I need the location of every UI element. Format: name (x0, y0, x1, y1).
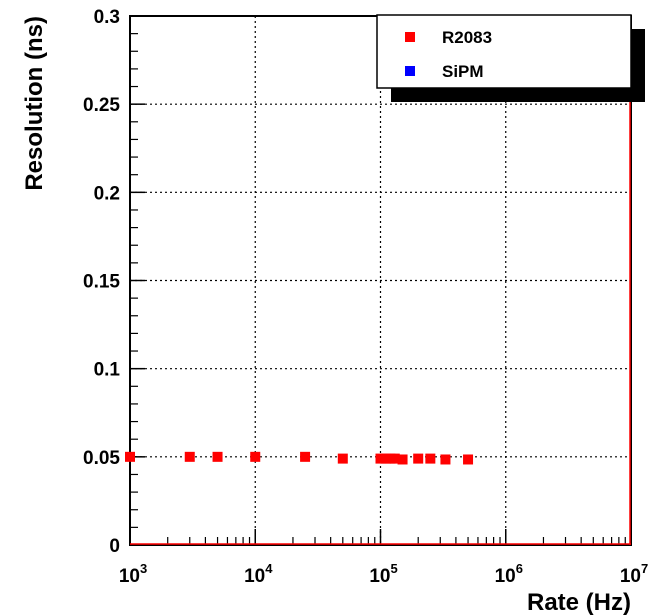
y-tick-label: 0.1 (94, 360, 121, 381)
data-point (397, 454, 408, 465)
y-tick-label: 0 (109, 536, 120, 557)
y-tick-label: 0.15 (83, 272, 120, 293)
legend-marker (405, 32, 415, 42)
data-point (463, 454, 474, 465)
data-point (440, 454, 451, 465)
tick-labels: 103 104 105 106 107 0 0.05 0.1 0.15 0.2 0.25 0.3 (83, 7, 648, 587)
data-point (413, 453, 424, 464)
legend: R2083 SiPM (376, 14, 645, 102)
legend-marker (405, 66, 415, 76)
data-point (250, 451, 261, 462)
x-tick-label: 106 (495, 561, 523, 587)
x-axis-title: Rate (Hz) (527, 589, 631, 615)
x-tick-label: 103 (119, 561, 147, 587)
x-tick-label: 104 (244, 561, 273, 587)
data-point (300, 451, 311, 462)
data-point (125, 451, 135, 462)
data-point (184, 451, 195, 462)
y-tick-label: 0.05 (83, 448, 120, 469)
legend-entries: R2083 SiPM (405, 28, 492, 81)
y-axis-title: Resolution (ns) (21, 16, 48, 191)
data-point (389, 453, 400, 464)
x-tick-label: 107 (620, 561, 648, 587)
y-tick-label: 0.3 (94, 7, 120, 28)
legend-box (376, 14, 632, 89)
legend-label: R2083 (442, 28, 492, 47)
data-point (212, 451, 223, 462)
data-point (375, 453, 386, 464)
legend-label: SiPM (442, 62, 484, 81)
y-tick-label: 0.2 (94, 183, 120, 204)
data-points (125, 96, 631, 545)
data-point (425, 453, 436, 464)
y-tick-label: 0.25 (83, 95, 120, 116)
x-tick-label: 105 (369, 561, 397, 587)
data-point (337, 453, 348, 464)
